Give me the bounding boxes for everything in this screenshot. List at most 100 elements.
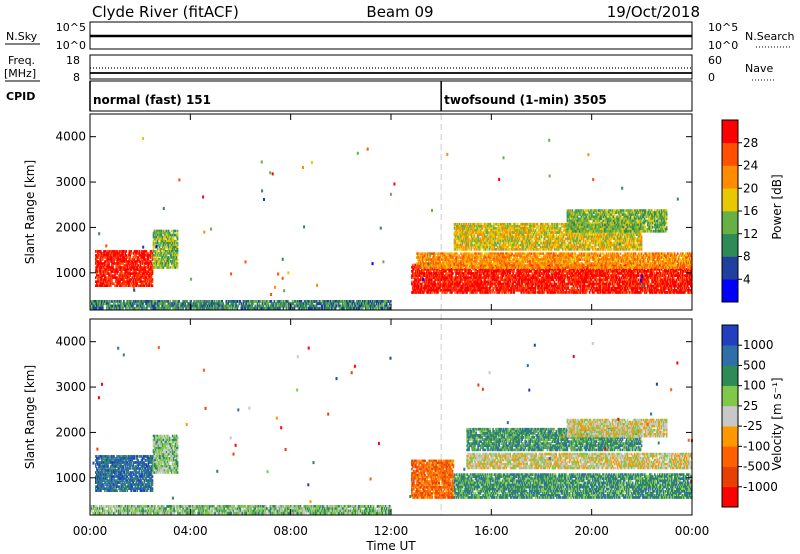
heatmap-cell xyxy=(127,278,129,281)
heatmap-cell xyxy=(121,250,123,253)
heatmap-cell xyxy=(143,280,146,283)
heatmap-cell xyxy=(128,300,130,303)
heatmap-cell xyxy=(110,276,112,279)
heatmap-cell xyxy=(95,284,97,287)
heatmap-cell xyxy=(111,252,113,255)
heatmap-cell xyxy=(100,258,102,261)
heatmap-cell xyxy=(164,245,167,249)
heatmap-cell xyxy=(168,304,170,308)
heatmap-cell xyxy=(129,280,131,283)
heatmap-cell xyxy=(140,254,143,257)
heatmap-cell xyxy=(147,270,150,273)
heatmap-cell xyxy=(171,260,174,263)
heatmap-cell xyxy=(99,284,101,287)
heatmap-cell xyxy=(100,284,102,287)
heatmap-cell xyxy=(119,260,121,263)
heatmap-cell xyxy=(100,264,102,267)
heatmap-cell xyxy=(165,304,167,308)
heatmap-cell xyxy=(108,260,110,263)
heatmap-cell xyxy=(177,300,179,303)
heatmap-cell xyxy=(148,260,151,263)
heatmap-cell xyxy=(113,302,115,306)
heatmap-cell xyxy=(120,282,122,285)
heatmap-cell xyxy=(145,276,148,279)
heatmap-cell xyxy=(106,258,108,261)
heatmap-cell xyxy=(108,254,110,257)
heatmap-cell xyxy=(107,304,109,308)
heatmap-cell xyxy=(99,262,101,265)
freq-tick-top: 18 xyxy=(66,54,80,67)
heatmap-cell xyxy=(145,282,148,285)
heatmap-cell xyxy=(117,256,119,259)
heatmap-cell xyxy=(133,274,136,277)
heatmap-cell xyxy=(113,306,115,310)
heatmap-cell xyxy=(140,278,143,281)
heatmap-cell xyxy=(105,280,107,283)
heatmap-cell xyxy=(165,262,168,265)
heatmap-cell xyxy=(164,235,167,239)
heatmap-cell xyxy=(164,250,167,253)
heatmap-cell xyxy=(97,270,99,273)
heatmap-cell xyxy=(150,272,153,275)
heatmap-cell xyxy=(116,254,118,257)
heatmap-cell xyxy=(163,233,166,237)
heatmap-cell xyxy=(154,250,157,253)
heatmap-cell xyxy=(382,306,384,310)
heatmap-cell xyxy=(104,254,106,257)
heatmap-cell xyxy=(169,300,171,303)
heatmap-cell xyxy=(163,262,166,265)
heatmap-cell xyxy=(106,264,108,267)
heatmap-cell xyxy=(229,306,232,310)
heatmap-cell xyxy=(173,256,176,259)
heatmap-cell xyxy=(103,274,105,277)
heatmap-cell xyxy=(165,256,168,259)
heatmap-cell xyxy=(124,302,126,306)
heatmap-cell xyxy=(133,268,136,271)
heatmap-cell xyxy=(103,270,105,273)
heatmap-cell xyxy=(94,302,96,306)
heatmap-cell xyxy=(147,304,149,308)
heatmap-cell xyxy=(118,252,120,255)
heatmap-cell xyxy=(163,245,166,249)
heatmap-cell xyxy=(99,282,101,285)
heatmap-cell xyxy=(164,306,166,310)
heatmap-cell xyxy=(117,266,119,269)
heatmap-cell xyxy=(129,302,131,306)
heatmap-cell xyxy=(134,300,136,303)
heatmap-cell xyxy=(166,262,169,265)
heatmap-cell xyxy=(178,300,180,303)
heatmap-cell xyxy=(116,258,118,261)
heatmap-cell xyxy=(164,241,167,245)
heatmap-cell xyxy=(95,260,97,263)
heatmap-cell xyxy=(129,300,131,303)
heatmap-cell xyxy=(141,260,144,263)
heatmap-cell xyxy=(118,254,120,257)
heatmap-cell xyxy=(124,264,126,267)
heatmap-cell xyxy=(139,304,141,308)
heatmap-cell xyxy=(125,270,127,273)
heatmap-cell xyxy=(142,300,144,303)
heatmap-cell xyxy=(101,262,103,265)
heatmap-cell xyxy=(121,266,123,269)
heatmap-cell xyxy=(125,260,127,263)
heatmap-cell xyxy=(129,252,131,255)
heatmap-cell xyxy=(132,306,134,310)
heatmap-cell xyxy=(134,306,136,310)
heatmap-cell xyxy=(107,276,109,279)
heatmap-cell xyxy=(110,266,112,269)
heatmap-cell xyxy=(144,268,147,271)
heatmap-cell xyxy=(144,282,147,285)
heatmap-cell xyxy=(140,256,143,259)
heatmap-cell xyxy=(156,306,158,310)
heatmap-cell xyxy=(162,248,165,251)
heatmap-cell xyxy=(161,260,164,263)
heatmap-cell xyxy=(137,306,139,310)
heatmap-cell xyxy=(159,248,162,251)
heatmap-cell xyxy=(173,264,176,267)
heatmap-cell xyxy=(157,241,160,245)
heatmap-cell xyxy=(158,306,160,310)
heatmap-cell xyxy=(118,280,120,283)
heatmap-cell xyxy=(120,260,122,263)
heatmap-cell xyxy=(138,270,141,273)
heatmap-cell xyxy=(154,254,157,257)
